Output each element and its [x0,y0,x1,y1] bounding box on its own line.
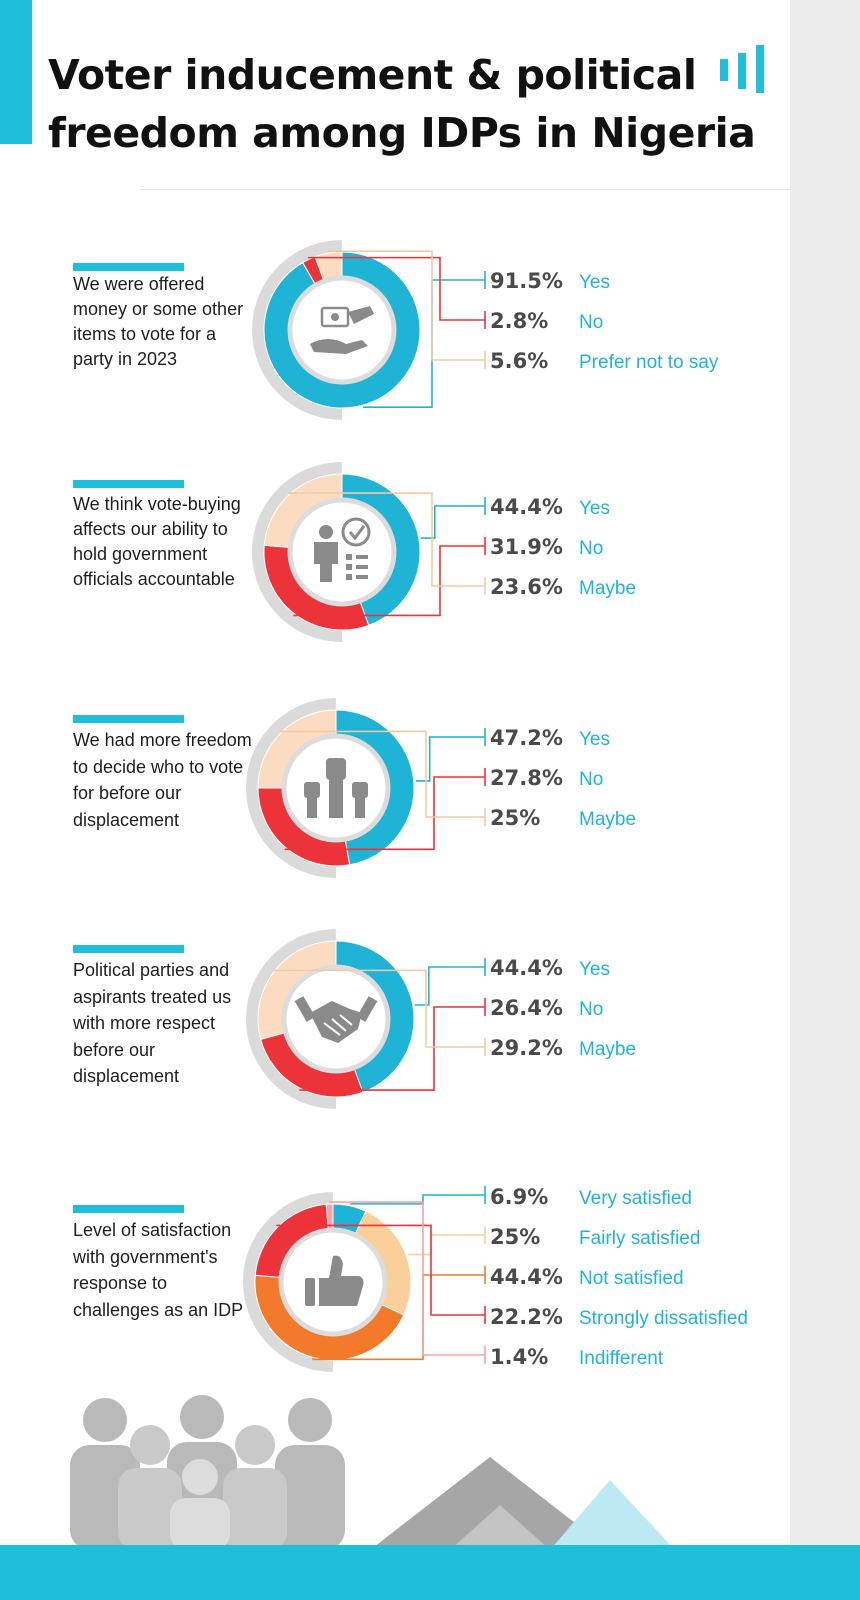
value-label-1-3: 5.6% [490,349,549,373]
category-label-3-3: Maybe [579,809,637,830]
value-label-4-2: 26.4% [490,996,563,1020]
chart-2-center [287,497,397,607]
chart-section-1: We were offered money or some other item… [0,230,790,445]
chart-section-3: We had more freedom to decide who to vot… [0,690,790,905]
category-label-3-2: No [579,769,604,790]
chart-3-leader-2 [284,776,485,851]
chart-1-leader-2 [307,256,485,321]
category-label-5-4: Strongly dissatisfied [579,1308,748,1329]
category-label-5-3: Not satisfied [579,1268,684,1289]
chart-4-leader-3 [272,969,485,1048]
title-accent-bar [0,0,32,144]
checklist-person-icon [314,517,371,582]
question-text-2: We think vote-buying affects our ability… [73,494,241,589]
raised-fists-icon [304,758,368,818]
category-label-4-2: No [579,999,604,1020]
donut-chart-3 [246,698,486,878]
section-bar-3 [73,715,184,723]
value-label-5-3: 44.4% [490,1265,563,1289]
chart-4-backing-ring [245,929,336,1109]
value-label-3-3: 25% [490,806,541,830]
category-label-4-1: Yes [579,959,610,980]
chart-3-leader-1 [415,736,485,782]
chart-section-5: Level of satisfaction with government's … [0,1185,790,1410]
category-label-1-1: Yes [579,272,610,293]
chart-1-center [287,275,397,385]
category-label-5-2: Fairly satisfied [579,1228,701,1249]
question-text-5: Level of satisfaction with government's … [73,1220,244,1320]
chart-5-leader-2 [408,1234,485,1256]
page-title: Voter inducement & political freedom amo… [48,46,768,162]
donut-chart-4 [245,929,486,1109]
donut-chart-5 [242,1186,486,1372]
chart-5-leader-1 [350,1194,485,1205]
money-handover-icon [310,306,374,354]
section-bar-2 [73,480,184,488]
value-label-3-2: 27.8% [490,766,563,790]
people-tents-illustration [70,1395,675,1550]
value-label-5-5: 1.4% [490,1345,549,1369]
chart-2-backing-ring [251,462,342,642]
category-label-4-3: Maybe [579,1039,637,1060]
chart-2-leader-3 [287,492,485,587]
chart-4-leader-2 [299,1006,485,1091]
category-label-2-3: Maybe [579,578,637,599]
value-label-5-4: 22.2% [490,1305,563,1329]
chart-4-leader-1 [414,966,485,1006]
value-label-1-2: 2.8% [490,309,549,333]
title-divider [140,189,790,190]
category-label-2-2: No [579,538,604,559]
decorative-side-panel [790,0,860,1600]
donut-chart-2 [251,462,486,642]
section-bar-4 [73,945,184,953]
value-label-5-2: 25% [490,1225,541,1249]
value-label-1-1: 91.5% [490,269,563,293]
value-label-4-1: 44.4% [490,956,563,980]
title-line-1: Voter inducement & political [48,51,697,99]
chart-5-leader-4 [276,1224,485,1316]
chart-2-leader-1 [420,505,485,539]
category-label-2-1: Yes [579,498,610,519]
section-bar-1 [73,263,184,271]
title-line-2: freedom among IDPs in Nigeria [48,109,756,157]
category-label-1-2: No [579,312,604,333]
category-label-1-3: Prefer not to say [579,352,719,373]
value-label-5-1: 6.9% [490,1185,549,1209]
chart-5-backing-ring [242,1192,333,1372]
value-label-3-1: 47.2% [490,726,563,750]
category-label-5-5: Indifferent [579,1348,664,1369]
value-label-2-1: 44.4% [490,495,563,519]
value-label-2-3: 23.6% [490,575,563,599]
chart-5-leader-5 [329,1201,485,1356]
handshake-icon [294,996,378,1043]
chart-1-backing-ring [251,240,342,420]
chart-3-backing-ring [246,698,336,878]
chart-1-leader-3 [327,250,485,361]
value-label-4-3: 29.2% [490,1036,563,1060]
donut-chart-1 [251,240,486,420]
question-text-1: We were offered money or some other item… [73,274,244,369]
question-text-3: We had more freedom to decide who to vot… [73,730,252,830]
thumbs-up-icon [305,1255,364,1306]
value-label-2-2: 31.9% [490,535,563,559]
chart-2-leader-2 [293,545,485,617]
chart-3-leader-3 [279,730,485,818]
bar-chart-logo-icon [720,45,764,93]
section-bar-5 [73,1205,184,1213]
chart-section-4: Political parties and aspirants treated … [0,920,790,1135]
chart-section-2: We think vote-buying affects our ability… [0,460,790,675]
question-text-4: Political parties and aspirants treated … [73,960,232,1086]
category-label-3-1: Yes [579,729,610,750]
category-label-5-1: Very satisfied [579,1188,692,1209]
footer-bar [0,1545,860,1600]
